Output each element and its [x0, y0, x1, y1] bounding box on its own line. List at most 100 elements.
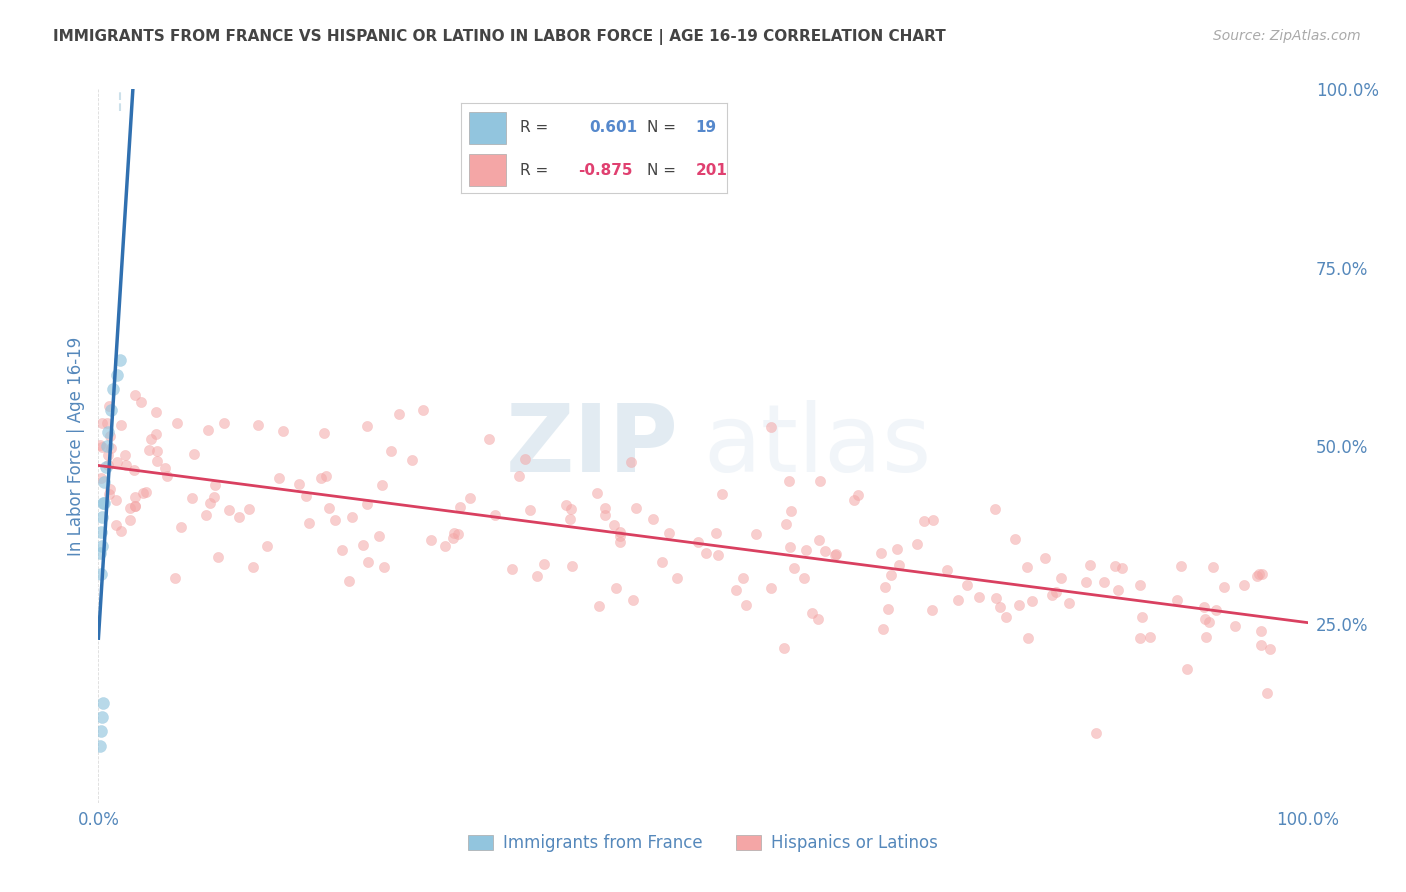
Point [1080, 558, 1102, 572]
Point [605, 582, 627, 596]
Point [98, 400, 121, 414]
Point [1192, 599, 1215, 614]
Point [100, 403, 122, 417]
Legend: Immigrants from France, Hispanics or Latinos: Immigrants from France, Hispanics or Lat… [461, 828, 945, 859]
Point [202, 490, 225, 504]
Point [707, 549, 730, 563]
Point [330, 542, 353, 557]
Point [315, 469, 337, 483]
Point [880, 568, 903, 582]
Point [101, 382, 124, 396]
Point [621, 592, 644, 607]
Point [967, 590, 990, 604]
Point [242, 560, 264, 574]
Point [875, 581, 897, 595]
Point [207, 550, 229, 565]
Point [501, 561, 523, 575]
Point [323, 513, 346, 527]
Point [846, 488, 869, 502]
Point [247, 418, 270, 433]
Point [988, 599, 1011, 614]
Point [129, 395, 152, 409]
Point [139, 432, 162, 446]
Point [352, 538, 374, 552]
Point [380, 443, 402, 458]
Point [808, 474, 831, 488]
Point [91, 440, 114, 454]
Point [555, 498, 578, 512]
Point [1250, 624, 1272, 639]
Point [666, 571, 689, 585]
Point [1004, 532, 1026, 546]
Text: ZIP: ZIP [506, 400, 679, 492]
Point [256, 539, 278, 553]
Point [339, 574, 361, 588]
Point [484, 508, 506, 522]
Point [90, 416, 112, 430]
Point [643, 512, 665, 526]
Point [1128, 578, 1150, 592]
Point [443, 526, 465, 541]
Point [294, 489, 316, 503]
Point [153, 460, 176, 475]
Point [94, 460, 117, 475]
Point [120, 513, 142, 527]
Point [138, 443, 160, 458]
Point [93, 475, 115, 489]
Point [1021, 594, 1043, 608]
Point [419, 533, 441, 548]
Point [163, 571, 186, 585]
Point [814, 543, 837, 558]
Point [886, 542, 908, 557]
Point [108, 353, 131, 368]
Point [312, 426, 335, 441]
Point [110, 417, 132, 432]
Point [688, 535, 710, 549]
Point [824, 548, 846, 562]
Point [775, 516, 797, 531]
Point [558, 512, 581, 526]
Point [434, 539, 457, 553]
Point [695, 546, 717, 560]
Point [588, 599, 610, 613]
Point [912, 515, 935, 529]
Point [1233, 578, 1256, 592]
Point [706, 525, 728, 540]
Point [560, 559, 582, 574]
Point [412, 403, 434, 417]
Point [131, 486, 153, 500]
Point [267, 471, 290, 485]
Point [118, 501, 141, 516]
Point [1059, 596, 1081, 610]
Point [877, 601, 900, 615]
Point [238, 501, 260, 516]
Point [183, 447, 205, 461]
Point [298, 516, 321, 531]
Point [340, 510, 363, 524]
Point [97, 448, 120, 462]
Point [508, 468, 530, 483]
Point [921, 603, 943, 617]
Text: atlas: atlas [703, 400, 931, 492]
Point [794, 542, 817, 557]
Point [783, 561, 806, 575]
Y-axis label: In Labor Force | Age 16-19: In Labor Force | Age 16-19 [66, 336, 84, 556]
Point [1139, 631, 1161, 645]
Point [124, 388, 146, 402]
Point [89, 546, 111, 560]
Point [228, 510, 250, 524]
Point [744, 526, 766, 541]
Point [441, 531, 464, 545]
Point [1205, 603, 1227, 617]
Point [593, 508, 616, 522]
Point [1092, 574, 1115, 589]
Point [1202, 560, 1225, 574]
Point [146, 444, 169, 458]
Point [624, 500, 647, 515]
Point [1170, 559, 1192, 574]
Point [105, 493, 128, 508]
Point [1017, 631, 1039, 645]
Point [91, 496, 114, 510]
Point [1129, 631, 1152, 645]
Point [984, 591, 1007, 605]
